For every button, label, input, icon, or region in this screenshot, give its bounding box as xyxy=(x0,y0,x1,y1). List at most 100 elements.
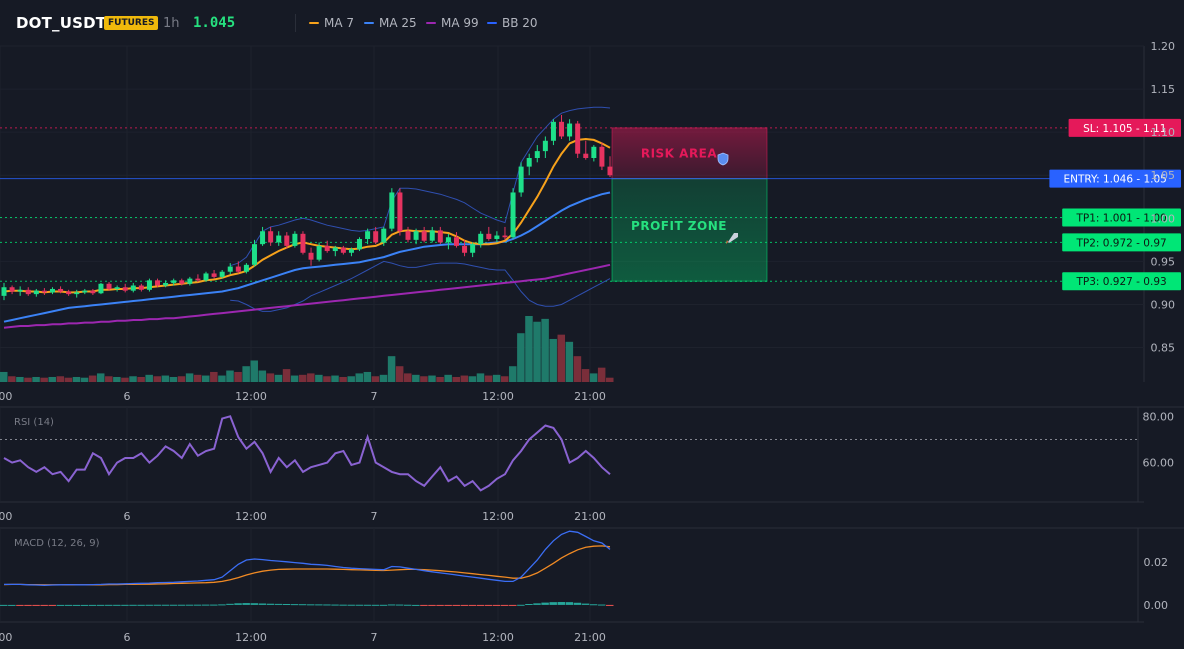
candle-body[interactable] xyxy=(332,247,338,252)
candle-body[interactable] xyxy=(284,235,290,246)
candle-body[interactable] xyxy=(397,192,403,232)
bb-lower-line xyxy=(230,260,611,312)
candle-body[interactable] xyxy=(437,230,443,243)
candle-body[interactable] xyxy=(518,166,524,193)
candle-body[interactable] xyxy=(146,280,152,290)
candle-body[interactable] xyxy=(445,237,451,243)
candle-body[interactable] xyxy=(171,280,177,283)
candle-body[interactable] xyxy=(381,228,387,243)
candle-body[interactable] xyxy=(389,192,395,229)
candle-body[interactable] xyxy=(308,252,314,260)
candle-body[interactable] xyxy=(526,158,532,167)
candle-body[interactable] xyxy=(268,231,274,243)
candle-body[interactable] xyxy=(542,140,548,152)
candle-body[interactable] xyxy=(365,231,371,239)
candle-body[interactable] xyxy=(534,151,540,158)
candle-body[interactable] xyxy=(421,231,427,241)
candle-body[interactable] xyxy=(98,283,104,294)
candle-body[interactable] xyxy=(114,287,120,289)
risk-area-zone[interactable] xyxy=(611,127,768,180)
candle-body[interactable] xyxy=(219,271,225,277)
candle-body[interactable] xyxy=(324,245,330,252)
candle-body[interactable] xyxy=(575,123,581,154)
candle-body[interactable] xyxy=(453,237,459,246)
candle-body[interactable] xyxy=(49,288,55,293)
candle-body[interactable] xyxy=(227,266,233,272)
candle-body[interactable] xyxy=(211,273,217,277)
candle-body[interactable] xyxy=(373,231,379,243)
candle-body[interactable] xyxy=(357,238,363,250)
candle-body[interactable] xyxy=(429,230,435,241)
level-tag-box[interactable] xyxy=(1049,169,1181,188)
candle-body[interactable] xyxy=(203,273,209,281)
volume-bar xyxy=(347,376,355,382)
candle-body[interactable] xyxy=(138,285,144,290)
candle-body[interactable] xyxy=(478,233,484,245)
candle-body[interactable] xyxy=(413,231,419,240)
candle-body[interactable] xyxy=(316,245,322,260)
candle-body[interactable] xyxy=(292,233,298,246)
legend-ma25-label: MA 25 xyxy=(379,16,417,30)
candle-body[interactable] xyxy=(82,290,88,293)
candle-body[interactable] xyxy=(583,153,589,158)
candle-body[interactable] xyxy=(405,231,411,240)
candle-body[interactable] xyxy=(494,235,500,239)
level-tag-box[interactable] xyxy=(1062,272,1181,291)
candle-body[interactable] xyxy=(599,146,605,167)
candle-body[interactable] xyxy=(41,290,47,293)
candle-body[interactable] xyxy=(106,283,112,289)
candle-body[interactable] xyxy=(300,233,306,253)
candle-body[interactable] xyxy=(502,235,508,238)
candle-body[interactable] xyxy=(340,247,346,253)
candle-body[interactable] xyxy=(251,244,257,265)
candle-body[interactable] xyxy=(462,245,468,253)
candle-body[interactable] xyxy=(25,289,31,295)
candle-body[interactable] xyxy=(179,280,185,284)
candle-body[interactable] xyxy=(90,290,96,294)
candle-body[interactable] xyxy=(486,233,492,239)
macd-histogram-bar xyxy=(557,602,566,605)
candle-body[interactable] xyxy=(130,285,136,291)
candle-body[interactable] xyxy=(58,288,64,292)
candle-body[interactable] xyxy=(567,123,573,137)
candle-body[interactable] xyxy=(74,292,80,295)
candle-body[interactable] xyxy=(243,264,249,272)
level-tag-box[interactable] xyxy=(1062,208,1181,227)
level-tag-box[interactable] xyxy=(1062,233,1181,252)
level-tag-box[interactable] xyxy=(1068,118,1181,137)
candle-body[interactable] xyxy=(559,121,565,137)
legend-bb20[interactable]: BB 20 xyxy=(487,16,538,30)
macd-histogram-bar xyxy=(210,604,218,606)
volume-bar xyxy=(0,371,8,382)
candle-body[interactable] xyxy=(348,249,354,253)
candle-body[interactable] xyxy=(510,192,516,238)
price-pane[interactable] xyxy=(0,46,1144,382)
candle-body[interactable] xyxy=(235,266,241,272)
profit-zone[interactable] xyxy=(611,178,768,282)
candle-body[interactable] xyxy=(33,290,39,295)
candle-body[interactable] xyxy=(66,291,72,295)
candle-body[interactable] xyxy=(9,287,15,292)
candle-body[interactable] xyxy=(187,278,193,284)
candle-body[interactable] xyxy=(163,282,169,286)
legend-ma99[interactable]: MA 99 xyxy=(426,16,479,30)
macd-histogram-bar xyxy=(218,604,226,606)
candle-body[interactable] xyxy=(1,287,7,296)
candle-body[interactable] xyxy=(260,231,266,245)
volume-bar xyxy=(573,356,582,382)
legend-ma7[interactable]: MA 7 xyxy=(309,16,354,30)
candle-body[interactable] xyxy=(607,166,613,176)
candle-body[interactable] xyxy=(17,289,23,292)
symbol-title[interactable]: DOT_USDT xyxy=(16,14,107,32)
candle-body[interactable] xyxy=(470,244,476,253)
legend-ma25[interactable]: MA 25 xyxy=(364,16,417,30)
candle-body[interactable] xyxy=(591,146,597,158)
candle-body[interactable] xyxy=(195,278,201,281)
candle-body[interactable] xyxy=(276,235,282,243)
candle-body[interactable] xyxy=(155,280,161,286)
volume-bar xyxy=(363,371,372,382)
candle-body[interactable] xyxy=(122,287,128,291)
candle-body[interactable] xyxy=(550,121,556,141)
timeframe-label[interactable]: 1h xyxy=(163,16,180,31)
